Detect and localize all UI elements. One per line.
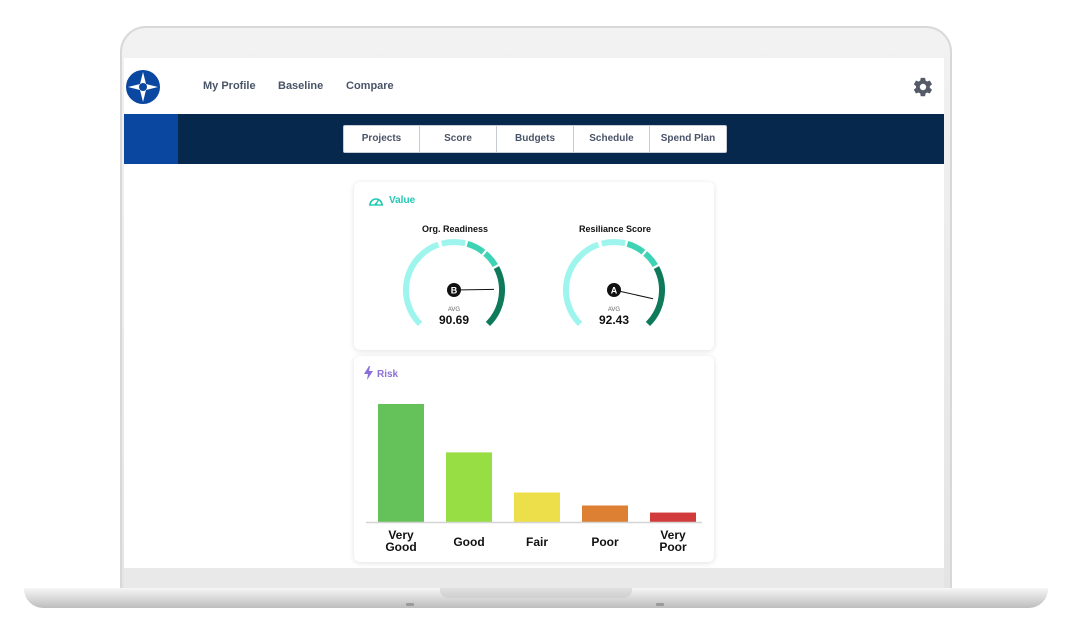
x-tick-label: Very Good [385,528,416,554]
risk-card: Risk Very Good Good Fair Poor Very Poor [354,356,714,562]
x-tick-label: Fair [526,535,548,549]
laptop-foot [406,603,414,606]
org-readiness-gauge: B [403,239,505,327]
app-screen: My Profile Baseline Compare Projects Sco… [124,58,944,568]
nav-baseline[interactable]: Baseline [278,80,324,92]
risk-bar-chart: Very Good Good Fair Poor Very Poor [366,404,702,554]
x-tick-label: Very Poor [659,528,687,554]
gauge-segment-mid [483,251,498,268]
nav-my-profile[interactable]: My Profile [203,80,256,92]
gauge-segment-dark [485,266,505,327]
gauge-segment-mid [466,241,486,255]
speedometer-icon [369,198,383,206]
value-card: Value Org. Readiness B AVG 90.69 Resilia… [354,182,714,350]
gauge-grade-label: B [451,286,458,296]
gear-icon[interactable] [912,76,934,98]
gauge-segment-dark [645,266,665,327]
gauge-segment-mid [626,241,646,255]
brand-logo[interactable] [126,70,160,104]
bar-good[interactable] [446,452,492,522]
tab-budgets[interactable]: Budgets [497,126,574,152]
gauge-title-org-readiness: Org. Readiness [421,224,489,234]
gauge-title-resiliance-score: Resiliance Score [578,224,652,234]
laptop-foot [656,603,664,606]
gauge-segment-light [563,241,600,327]
x-tick-label: Good [453,535,484,549]
value-card-title: Value [389,195,416,206]
laptop-hinge-notch [440,588,632,598]
gauge-segment-light [440,239,466,247]
org-readiness-avg-value: 90.69 [438,313,470,327]
tab-schedule[interactable]: Schedule [574,126,650,152]
bar-very-good[interactable] [378,404,424,522]
tab-projects[interactable]: Projects [344,126,420,152]
gauge-segment-light [403,241,440,327]
tab-spend-plan[interactable]: Spend Plan [660,133,716,144]
laptop-base [24,588,1048,608]
resiliance-score-gauge: A [563,239,665,327]
gauge-segment-light [600,239,626,247]
avg-label: AVG [607,307,621,313]
avg-label: AVG [447,307,461,313]
gauge-grade-label: A [611,286,618,296]
resiliance-score-avg-value: 92.43 [598,313,630,327]
x-tick-label: Poor [591,535,619,549]
section-bar-accent [124,114,178,164]
top-navigation: My Profile Baseline Compare [124,58,944,114]
screen-bezel-bottom [124,568,944,590]
bar-very-poor[interactable] [650,512,696,522]
tab-score[interactable]: Score [420,126,497,152]
bar-poor[interactable] [582,505,628,522]
risk-card-title: Risk [377,369,399,380]
lightning-icon [364,366,373,380]
gauge-grade-badge [447,283,461,297]
tab-bar: Projects Score Budgets Schedule Spend Pl… [343,125,727,153]
nav-compare[interactable]: Compare [346,80,394,92]
bar-fair[interactable] [514,492,560,523]
gauge-segment-mid [643,251,658,268]
gauge-grade-badge [607,283,621,297]
